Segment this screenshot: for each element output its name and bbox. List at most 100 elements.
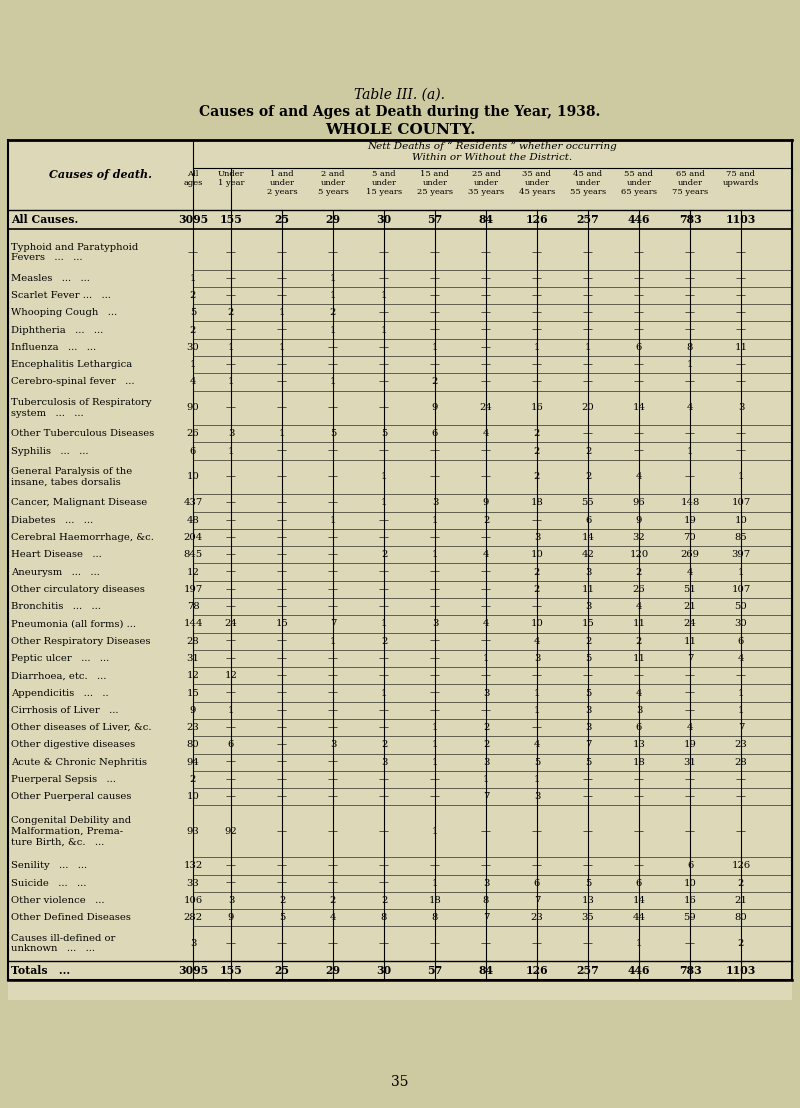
Text: 2: 2 — [381, 896, 387, 905]
Text: —: — — [328, 724, 338, 732]
Text: —: — — [277, 360, 287, 369]
Text: 1: 1 — [278, 429, 286, 439]
Text: Other digestive diseases: Other digestive diseases — [11, 740, 135, 749]
Text: 155: 155 — [219, 214, 242, 225]
Text: 5: 5 — [585, 758, 591, 767]
Text: —: — — [379, 248, 389, 257]
Text: —: — — [430, 472, 440, 482]
Text: 14: 14 — [633, 403, 646, 412]
Text: —: — — [583, 378, 593, 387]
Text: Diphtheria   ...   ...: Diphtheria ... ... — [11, 326, 103, 335]
Text: —: — — [685, 706, 695, 715]
Text: 30: 30 — [186, 342, 199, 352]
Text: —: — — [328, 403, 338, 412]
Text: 4: 4 — [636, 602, 642, 612]
Text: —: — — [532, 274, 542, 283]
Text: 1: 1 — [278, 342, 286, 352]
Text: 4: 4 — [738, 654, 744, 663]
Text: —: — — [532, 940, 542, 948]
Text: —: — — [736, 671, 746, 680]
Text: —: — — [685, 472, 695, 482]
Text: —: — — [634, 429, 644, 439]
Text: 10: 10 — [530, 551, 543, 560]
Text: 2: 2 — [381, 551, 387, 560]
Text: Aneurysm   ...   ...: Aneurysm ... ... — [11, 567, 100, 576]
Text: 2: 2 — [190, 291, 196, 300]
Text: —: — — [277, 499, 287, 507]
Text: 1: 1 — [534, 706, 540, 715]
Text: —: — — [481, 602, 491, 612]
Text: —: — — [634, 861, 644, 871]
Text: 2: 2 — [483, 515, 489, 525]
Text: —: — — [685, 248, 695, 257]
Text: —: — — [685, 378, 695, 387]
Text: —: — — [379, 360, 389, 369]
Text: Other violence   ...: Other violence ... — [11, 896, 105, 905]
Text: 20: 20 — [582, 403, 594, 412]
Text: —: — — [583, 940, 593, 948]
Text: 14: 14 — [633, 896, 646, 905]
Text: 9: 9 — [483, 499, 489, 507]
Text: —: — — [532, 308, 542, 317]
Text: —: — — [226, 360, 236, 369]
Text: Whooping Cough   ...: Whooping Cough ... — [11, 308, 117, 317]
Text: 55: 55 — [582, 499, 594, 507]
Text: —: — — [328, 602, 338, 612]
Text: —: — — [226, 403, 236, 412]
Text: Other Defined Diseases: Other Defined Diseases — [11, 913, 131, 922]
Text: 1: 1 — [228, 378, 234, 387]
Text: 6: 6 — [687, 861, 693, 871]
Text: 2: 2 — [585, 447, 591, 455]
Text: —: — — [277, 637, 287, 646]
Text: 19: 19 — [683, 740, 697, 749]
Text: —: — — [481, 671, 491, 680]
Text: —: — — [379, 940, 389, 948]
Text: Totals   ...: Totals ... — [11, 965, 70, 976]
Text: —: — — [379, 403, 389, 412]
Text: 23: 23 — [734, 740, 747, 749]
Text: —: — — [277, 879, 287, 888]
Text: 26: 26 — [633, 585, 646, 594]
Text: —: — — [634, 360, 644, 369]
Text: —: — — [532, 378, 542, 387]
Text: 2: 2 — [432, 378, 438, 387]
Text: 9: 9 — [228, 913, 234, 922]
Text: 25 and
under
35 years: 25 and under 35 years — [468, 170, 504, 196]
Text: —: — — [634, 774, 644, 784]
Text: 1: 1 — [228, 342, 234, 352]
Text: 1: 1 — [330, 291, 336, 300]
Text: 6: 6 — [636, 724, 642, 732]
Text: —: — — [328, 447, 338, 455]
Text: 1: 1 — [228, 447, 234, 455]
Text: —: — — [430, 861, 440, 871]
Text: —: — — [583, 326, 593, 335]
Text: 845: 845 — [183, 551, 202, 560]
Text: 8: 8 — [483, 896, 489, 905]
Text: —: — — [481, 637, 491, 646]
Text: —: — — [379, 342, 389, 352]
Text: —: — — [532, 724, 542, 732]
Text: 85: 85 — [734, 533, 747, 542]
Text: —: — — [532, 827, 542, 835]
Text: 446: 446 — [628, 214, 650, 225]
Text: —: — — [328, 827, 338, 835]
Text: —: — — [328, 533, 338, 542]
Text: 15: 15 — [582, 619, 594, 628]
Text: 257: 257 — [577, 965, 599, 976]
Text: 3: 3 — [636, 706, 642, 715]
Text: —: — — [328, 671, 338, 680]
Text: 446: 446 — [628, 965, 650, 976]
Text: 4: 4 — [636, 688, 642, 698]
Text: —: — — [379, 533, 389, 542]
Text: 437: 437 — [183, 499, 202, 507]
Text: 90: 90 — [186, 403, 199, 412]
Text: 35: 35 — [391, 1075, 409, 1089]
Text: —: — — [226, 879, 236, 888]
Text: 15: 15 — [275, 619, 289, 628]
Text: 2: 2 — [381, 637, 387, 646]
Text: —: — — [277, 515, 287, 525]
Text: —: — — [685, 827, 695, 835]
Text: —: — — [277, 706, 287, 715]
Text: —: — — [277, 533, 287, 542]
Text: Encephalitis Lethargica: Encephalitis Lethargica — [11, 360, 132, 369]
